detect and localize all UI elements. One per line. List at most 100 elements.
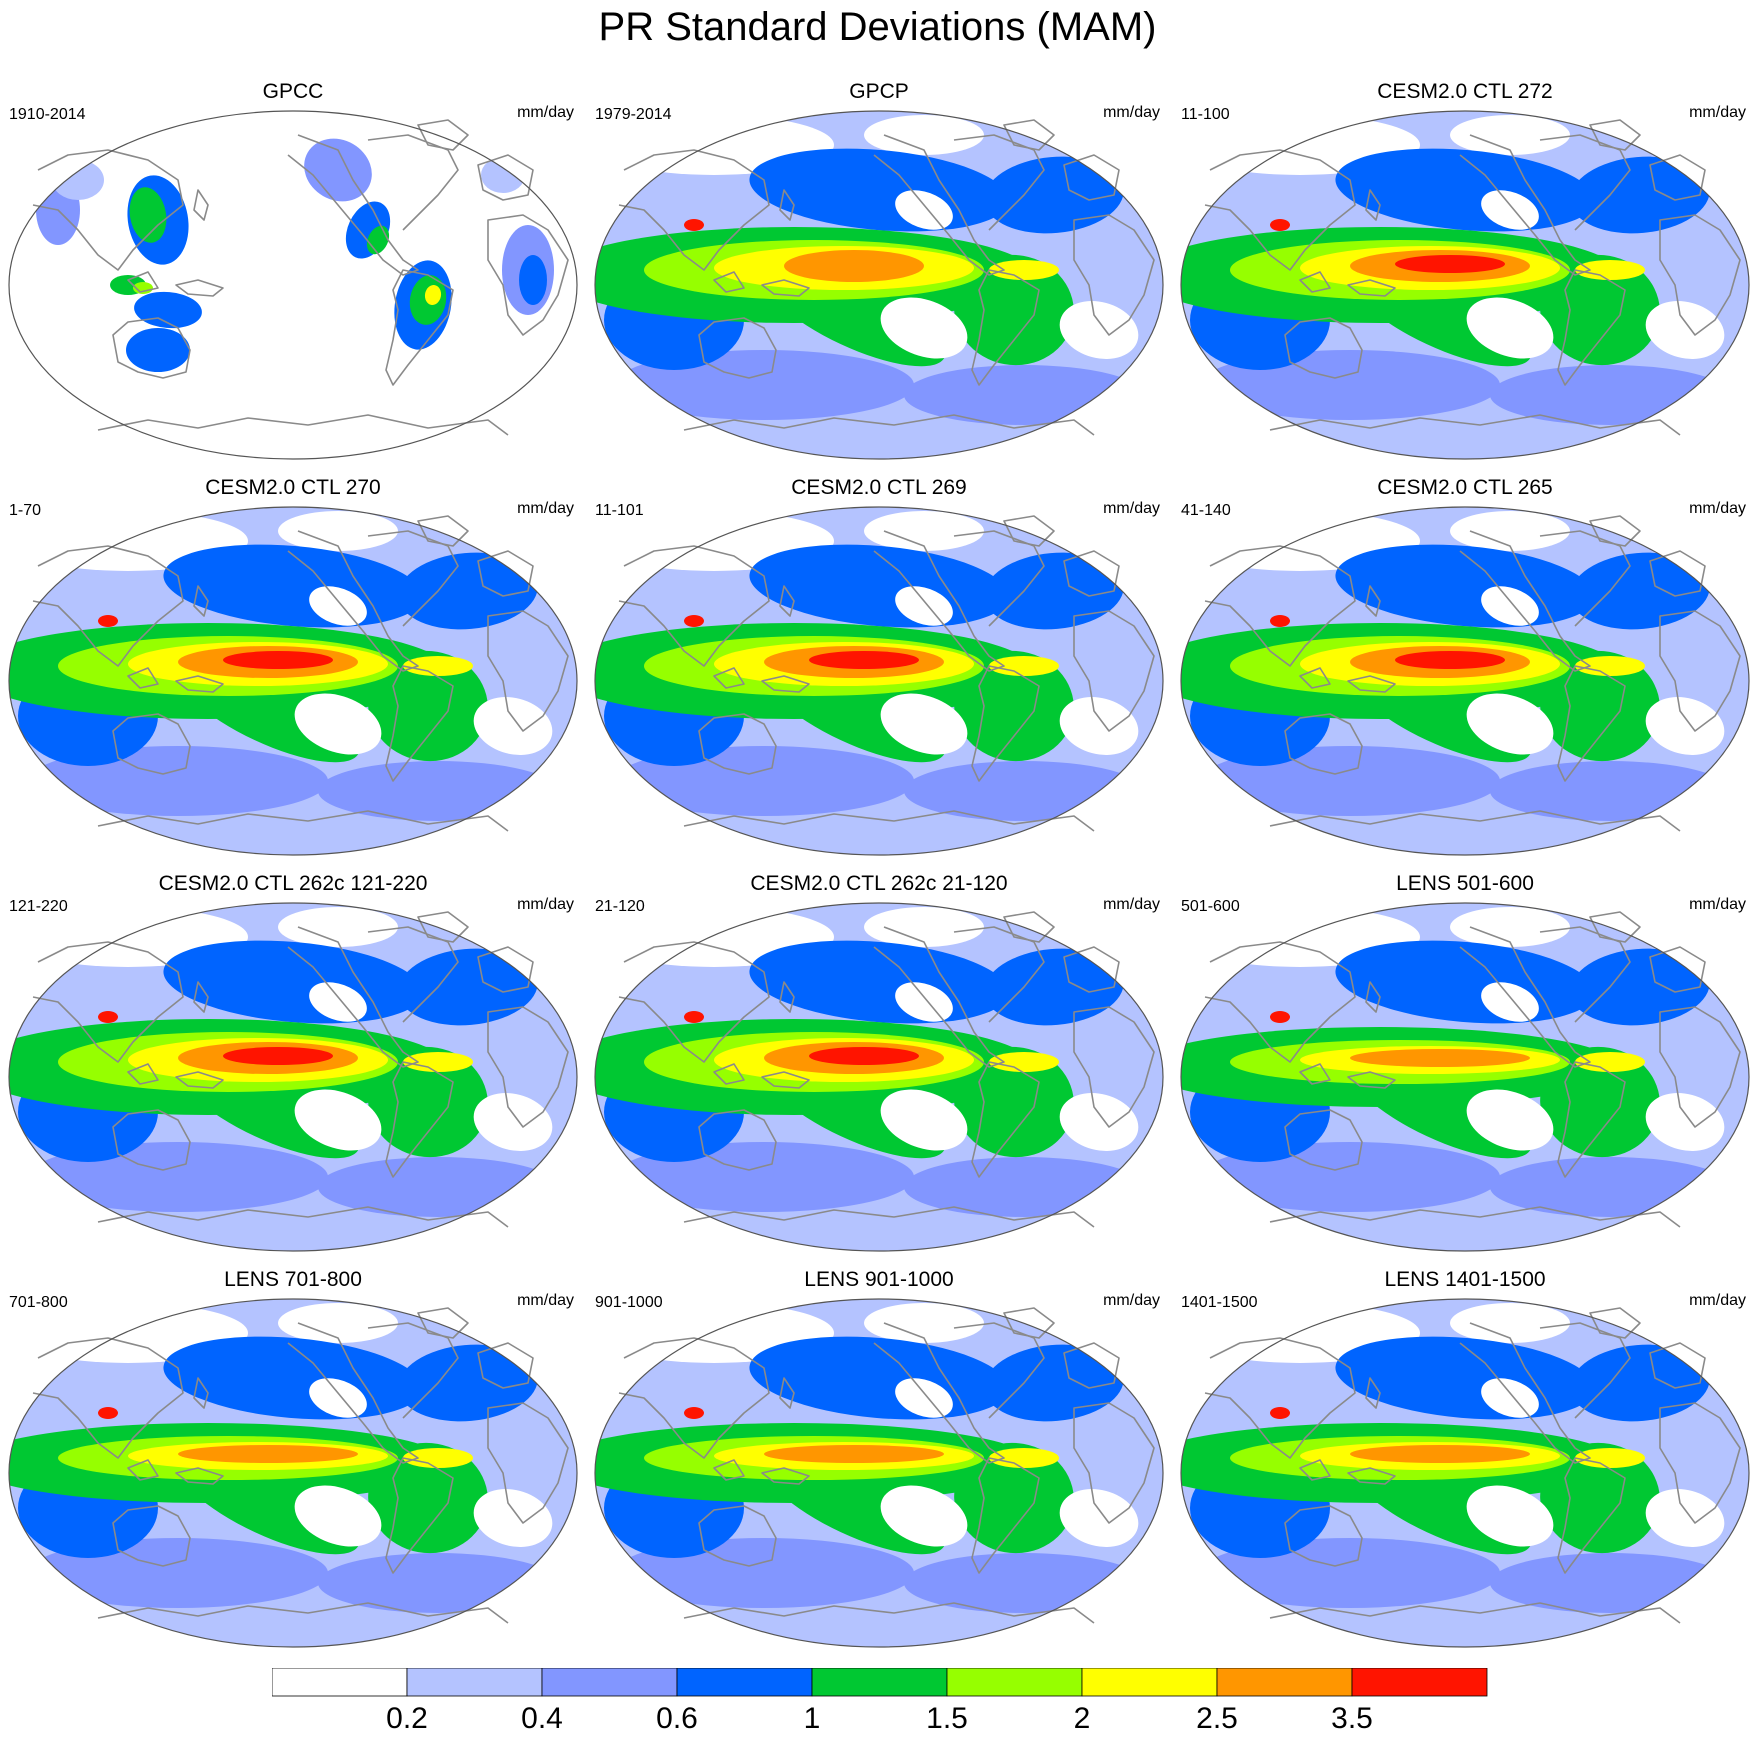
- map-panel: GPCP 1979-2014 mm/day: [586, 80, 1172, 475]
- precip-field: [1181, 111, 1749, 459]
- panel-units: mm/day: [517, 1292, 574, 1309]
- precip-field: [9, 903, 577, 1251]
- map-boundary: [1180, 110, 1750, 460]
- map-plot: [594, 110, 1164, 460]
- colorbar-swatch: [1216, 1668, 1353, 1697]
- panel-title: CESM2.0 CTL 272: [1377, 80, 1553, 103]
- colorbar-swatch: [541, 1668, 678, 1697]
- panel-title: LENS 501-600: [1396, 872, 1534, 895]
- map-plot: [594, 902, 1164, 1252]
- precip-field: [595, 111, 1163, 459]
- panel-units: mm/day: [1103, 1292, 1160, 1309]
- precip-field: [9, 111, 577, 459]
- panel-title: LENS 901-1000: [804, 1268, 954, 1291]
- panel-title: CESM2.0 CTL 270: [205, 476, 381, 499]
- colorbar-tick-label: 2.5: [1196, 1702, 1238, 1734]
- precip-field: [595, 903, 1163, 1251]
- map-panel: LENS 701-800 701-800 mm/day: [0, 1268, 586, 1663]
- panel-years: 121-220: [9, 898, 68, 915]
- panel-title: CESM2.0 CTL 262c 121-220: [158, 872, 428, 895]
- panel-title: GPCC: [262, 80, 324, 103]
- map-boundary: [1180, 1298, 1750, 1648]
- panel-units: mm/day: [517, 500, 574, 517]
- colorbar-swatch: [1081, 1668, 1218, 1697]
- precip-field: [595, 1299, 1163, 1647]
- map-plot: [1180, 506, 1750, 856]
- colorbar-tick-label: 3.5: [1331, 1702, 1373, 1734]
- panel-title: CESM2.0 CTL 265: [1377, 476, 1553, 499]
- map-plot: [1180, 902, 1750, 1252]
- panel-years: 501-600: [1181, 898, 1240, 915]
- map-panel: CESM2.0 CTL 269 11-101 mm/day: [586, 476, 1172, 871]
- panel-years: 21-120: [595, 898, 645, 915]
- panel-title: CESM2.0 CTL 262c 21-120: [750, 872, 1008, 895]
- map-plot: [594, 506, 1164, 856]
- map-panel: LENS 501-600 501-600 mm/day: [1172, 872, 1755, 1267]
- panel-units: mm/day: [1689, 104, 1746, 121]
- colorbar-swatch: [1351, 1668, 1488, 1697]
- panel-units: mm/day: [1103, 500, 1160, 517]
- panel-units: mm/day: [1689, 1292, 1746, 1309]
- map-plot: [1180, 1298, 1750, 1648]
- map-boundary: [8, 506, 578, 856]
- map-boundary: [594, 506, 1164, 856]
- colorbar-tick-label: 0.6: [656, 1702, 698, 1734]
- map-panel: CESM2.0 CTL 272 11-100 mm/day: [1172, 80, 1755, 475]
- panel-units: mm/day: [517, 104, 574, 121]
- map-panel: LENS 901-1000 901-1000 mm/day: [586, 1268, 1172, 1663]
- panel-units: mm/day: [1103, 104, 1160, 121]
- precip-field: [9, 1299, 577, 1647]
- map-boundary: [8, 1298, 578, 1648]
- map-plot: [1180, 110, 1750, 460]
- map-panel: CESM2.0 CTL 265 41-140 mm/day: [1172, 476, 1755, 871]
- panel-title: GPCP: [849, 80, 909, 103]
- map-panel: CESM2.0 CTL 262c 121-220 121-220 mm/day: [0, 872, 586, 1267]
- map-plot: [8, 902, 578, 1252]
- map-boundary: [594, 1298, 1164, 1648]
- map-boundary: [8, 110, 578, 460]
- coastline-overlay: [32, 515, 569, 832]
- colorbar-tick-label: 1: [804, 1702, 821, 1734]
- panel-units: mm/day: [1103, 896, 1160, 913]
- panel-years: 701-800: [9, 1294, 68, 1311]
- panel-years: 41-140: [1181, 502, 1231, 519]
- map-boundary: [594, 902, 1164, 1252]
- coastline-overlay: [618, 515, 1155, 832]
- panel-title: CESM2.0 CTL 269: [791, 476, 967, 499]
- precip-field: [1181, 1299, 1749, 1647]
- map-plot: [8, 1298, 578, 1648]
- map-panel: CESM2.0 CTL 270 1-70 mm/day: [0, 476, 586, 871]
- panel-units: mm/day: [1689, 896, 1746, 913]
- panel-years: 1979-2014: [595, 106, 672, 123]
- panel-years: 901-1000: [595, 1294, 663, 1311]
- panel-years: 1910-2014: [9, 106, 86, 123]
- coastline-overlay: [1204, 911, 1741, 1228]
- map-panel: CESM2.0 CTL 262c 21-120 21-120 mm/day: [586, 872, 1172, 1267]
- map-panel: LENS 1401-1500 1401-1500 mm/day: [1172, 1268, 1755, 1663]
- panel-years: 1401-1500: [1181, 1294, 1258, 1311]
- colorbar: 0.2 0.4 0.6 1 1.5 2 2.5 3.5: [272, 1668, 1488, 1734]
- colorbar-tick-label: 0.2: [386, 1702, 428, 1734]
- map-boundary: [594, 110, 1164, 460]
- colorbar-swatch: [811, 1668, 948, 1697]
- map-panel: GPCC 1910-2014 mm/day: [0, 80, 586, 475]
- panel-units: mm/day: [517, 896, 574, 913]
- precip-field: [1181, 507, 1749, 855]
- figure-title: PR Standard Deviations (MAM): [598, 5, 1157, 49]
- panel-title: LENS 701-800: [224, 1268, 362, 1291]
- map-boundary: [1180, 506, 1750, 856]
- map-boundary: [1180, 902, 1750, 1252]
- map-plot: [594, 1298, 1164, 1648]
- precip-field: [1181, 903, 1749, 1251]
- map-boundary: [8, 902, 578, 1252]
- panel-years: 11-100: [1181, 106, 1230, 123]
- coastline-overlay: [618, 119, 1155, 436]
- map-plot: [8, 506, 578, 856]
- panel-title: LENS 1401-1500: [1384, 1268, 1546, 1291]
- colorbar-tick-label: 2: [1074, 1702, 1091, 1734]
- precip-field: [9, 507, 577, 855]
- colorbar-swatch: [676, 1668, 813, 1697]
- colorbar-tick-label: 0.4: [521, 1702, 563, 1734]
- coastline-overlay: [618, 1307, 1155, 1624]
- map-plot: [8, 110, 578, 460]
